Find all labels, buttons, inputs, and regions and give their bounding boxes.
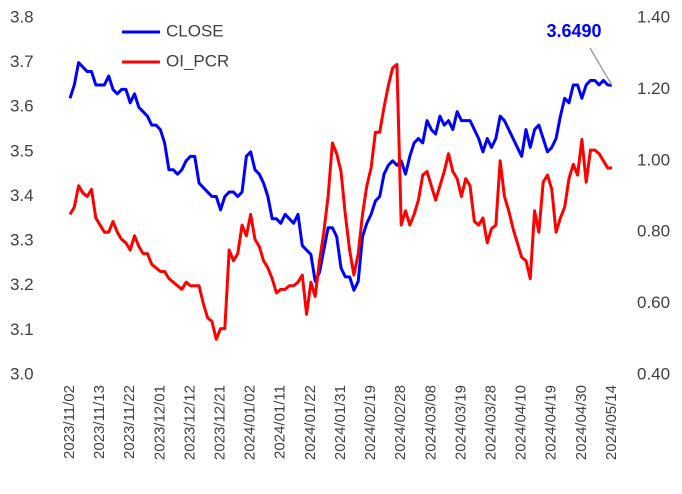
x-tick-label: 2023/12/21 [212, 385, 229, 460]
y-tick-label: 3.7 [10, 52, 34, 71]
x-tick-label: 2023/11/13 [91, 385, 108, 459]
series-line [68, 61, 613, 292]
x-tick-label: 2024/04/10 [513, 385, 530, 460]
y-tick-label: 3.3 [10, 231, 34, 250]
y-tick-label: 3.5 [10, 141, 34, 160]
x-tick-label: 2024/01/11 [272, 385, 289, 459]
x-tick-label: 2024/05/14 [603, 385, 620, 460]
y2-tick-label: 1.20 [637, 79, 670, 98]
y2-tick-label: 1.00 [637, 150, 670, 169]
x-tick-label: 2024/04/30 [573, 385, 590, 460]
y2-tick-label: 1.40 [637, 7, 670, 26]
legend-label: OI_PCR [166, 51, 229, 70]
x-tick-label: 2023/12/01 [151, 385, 168, 460]
x-tick-label: 2023/12/12 [181, 385, 198, 460]
x-tick-label: 2024/01/02 [242, 385, 259, 460]
y-tick-label: 3.0 [10, 364, 34, 383]
x-tick-label: 2023/11/22 [121, 385, 138, 459]
series-line [68, 62, 612, 341]
x-tick-label: 2023/11/02 [61, 385, 78, 459]
y2-tick-label: 0.80 [637, 222, 670, 241]
x-tick-label: 2024/03/28 [483, 385, 500, 460]
y-tick-label: 3.4 [10, 186, 34, 205]
annotation-leader [589, 47, 613, 86]
x-tick-label: 2024/02/19 [362, 385, 379, 460]
legend-label: CLOSE [166, 21, 224, 40]
x-tick-label: 2024/03/08 [422, 385, 439, 460]
y2-tick-label: 0.40 [637, 364, 670, 383]
x-tick-label: 2024/03/19 [452, 385, 469, 460]
x-tick-label: 2024/02/28 [392, 385, 409, 460]
y2-tick-label: 0.60 [637, 293, 670, 312]
y-tick-label: 3.8 [10, 7, 34, 26]
x-tick-label: 2024/01/22 [302, 385, 319, 460]
x-tick-label: 2024/04/19 [543, 385, 560, 460]
y-tick-label: 3.6 [10, 97, 34, 116]
y-tick-label: 3.1 [10, 320, 34, 339]
x-tick-label: 2024/01/31 [332, 385, 349, 460]
y-tick-label: 3.2 [10, 275, 34, 294]
annotation: 3.6490 [546, 21, 601, 41]
